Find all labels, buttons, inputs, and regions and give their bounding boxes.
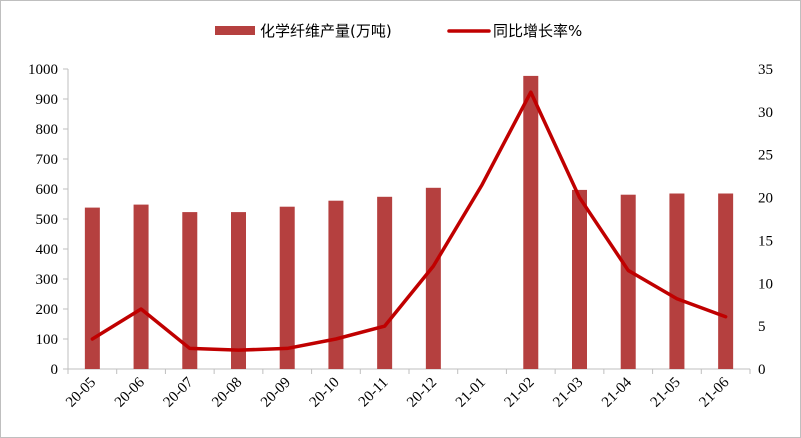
y-right-tick-label: 20 [758,191,773,207]
y-right-tick-label: 25 [758,148,773,164]
x-tick-label: 21-06 [696,374,732,410]
y-left-tick-label: 800 [36,122,59,138]
growth-rate-line [90,90,728,352]
bar-21-03 [572,189,587,369]
y-left-tick-label: 900 [36,92,59,108]
x-tick-label: 21-04 [599,374,635,410]
y-right-tick-label: 30 [758,105,773,121]
y-left-tick-label: 200 [36,302,59,318]
bar-20-07 [182,212,198,369]
y-right-tick-label: 0 [758,362,766,378]
axes: 0 100 200 300 400 500 600 700 800 900 1000 0 5 10 15 20… [28,62,773,378]
x-tick-label: 20-05 [63,375,99,411]
x-tick-label: 21-03 [550,375,586,411]
x-tick-label: 20-10 [307,375,343,411]
bar-20-05 [84,207,100,369]
legend-line-label: 同比增长率% [493,22,582,40]
y-left-tick-label: 1000 [28,62,58,78]
bar-20-06 [133,204,149,369]
y-left-tick-label: 400 [36,242,59,258]
bar-21-05 [669,193,685,369]
bar-21-04 [620,194,636,369]
legend-bar-swatch [215,26,255,35]
x-tick-label: 21-05 [648,375,684,411]
y-right-tick-label: 15 [758,233,773,249]
x-tick-label: 20-08 [209,375,245,411]
y-left-tick-label: 100 [36,332,59,348]
y-left-tick-label: 500 [36,212,59,228]
bar-21-06 [718,193,734,369]
x-tick-label: 20-07 [161,374,197,410]
x-tick-label: 20-12 [404,375,440,411]
legend-bar-label: 化学纤维产量(万吨) [260,22,392,40]
bar-20-11 [377,196,393,369]
x-tick-label: 20-09 [258,375,294,411]
x-tick-labels: 20-05 20-06 20-07 20-08 20-09 20-10 20-11 20-12… [63,374,733,410]
bar-20-10 [328,200,344,369]
line-series [90,90,728,352]
bar-series [84,75,734,370]
legend: 化学纤维产量(万吨) 同比增长率% [215,22,582,40]
bar-21-02 [523,75,539,370]
bar-20-08 [231,212,246,369]
y-right-tick-label: 10 [758,276,773,292]
y-left-tick-label: 0 [51,362,59,378]
y-right-tick-label: 5 [758,319,766,335]
bar-20-12 [425,187,441,369]
y-left-tick-label: 300 [36,272,59,288]
y-left-tick-label: 700 [36,152,59,168]
y-left-tick-label: 600 [36,182,59,198]
x-tick-label: 20-06 [112,374,148,410]
x-tick-label: 21-01 [453,375,489,411]
x-tick-label: 21-02 [502,375,538,411]
x-tick-label: 20-11 [356,375,392,411]
y-right-tick-label: 35 [758,62,773,78]
bar-20-09 [279,206,295,369]
